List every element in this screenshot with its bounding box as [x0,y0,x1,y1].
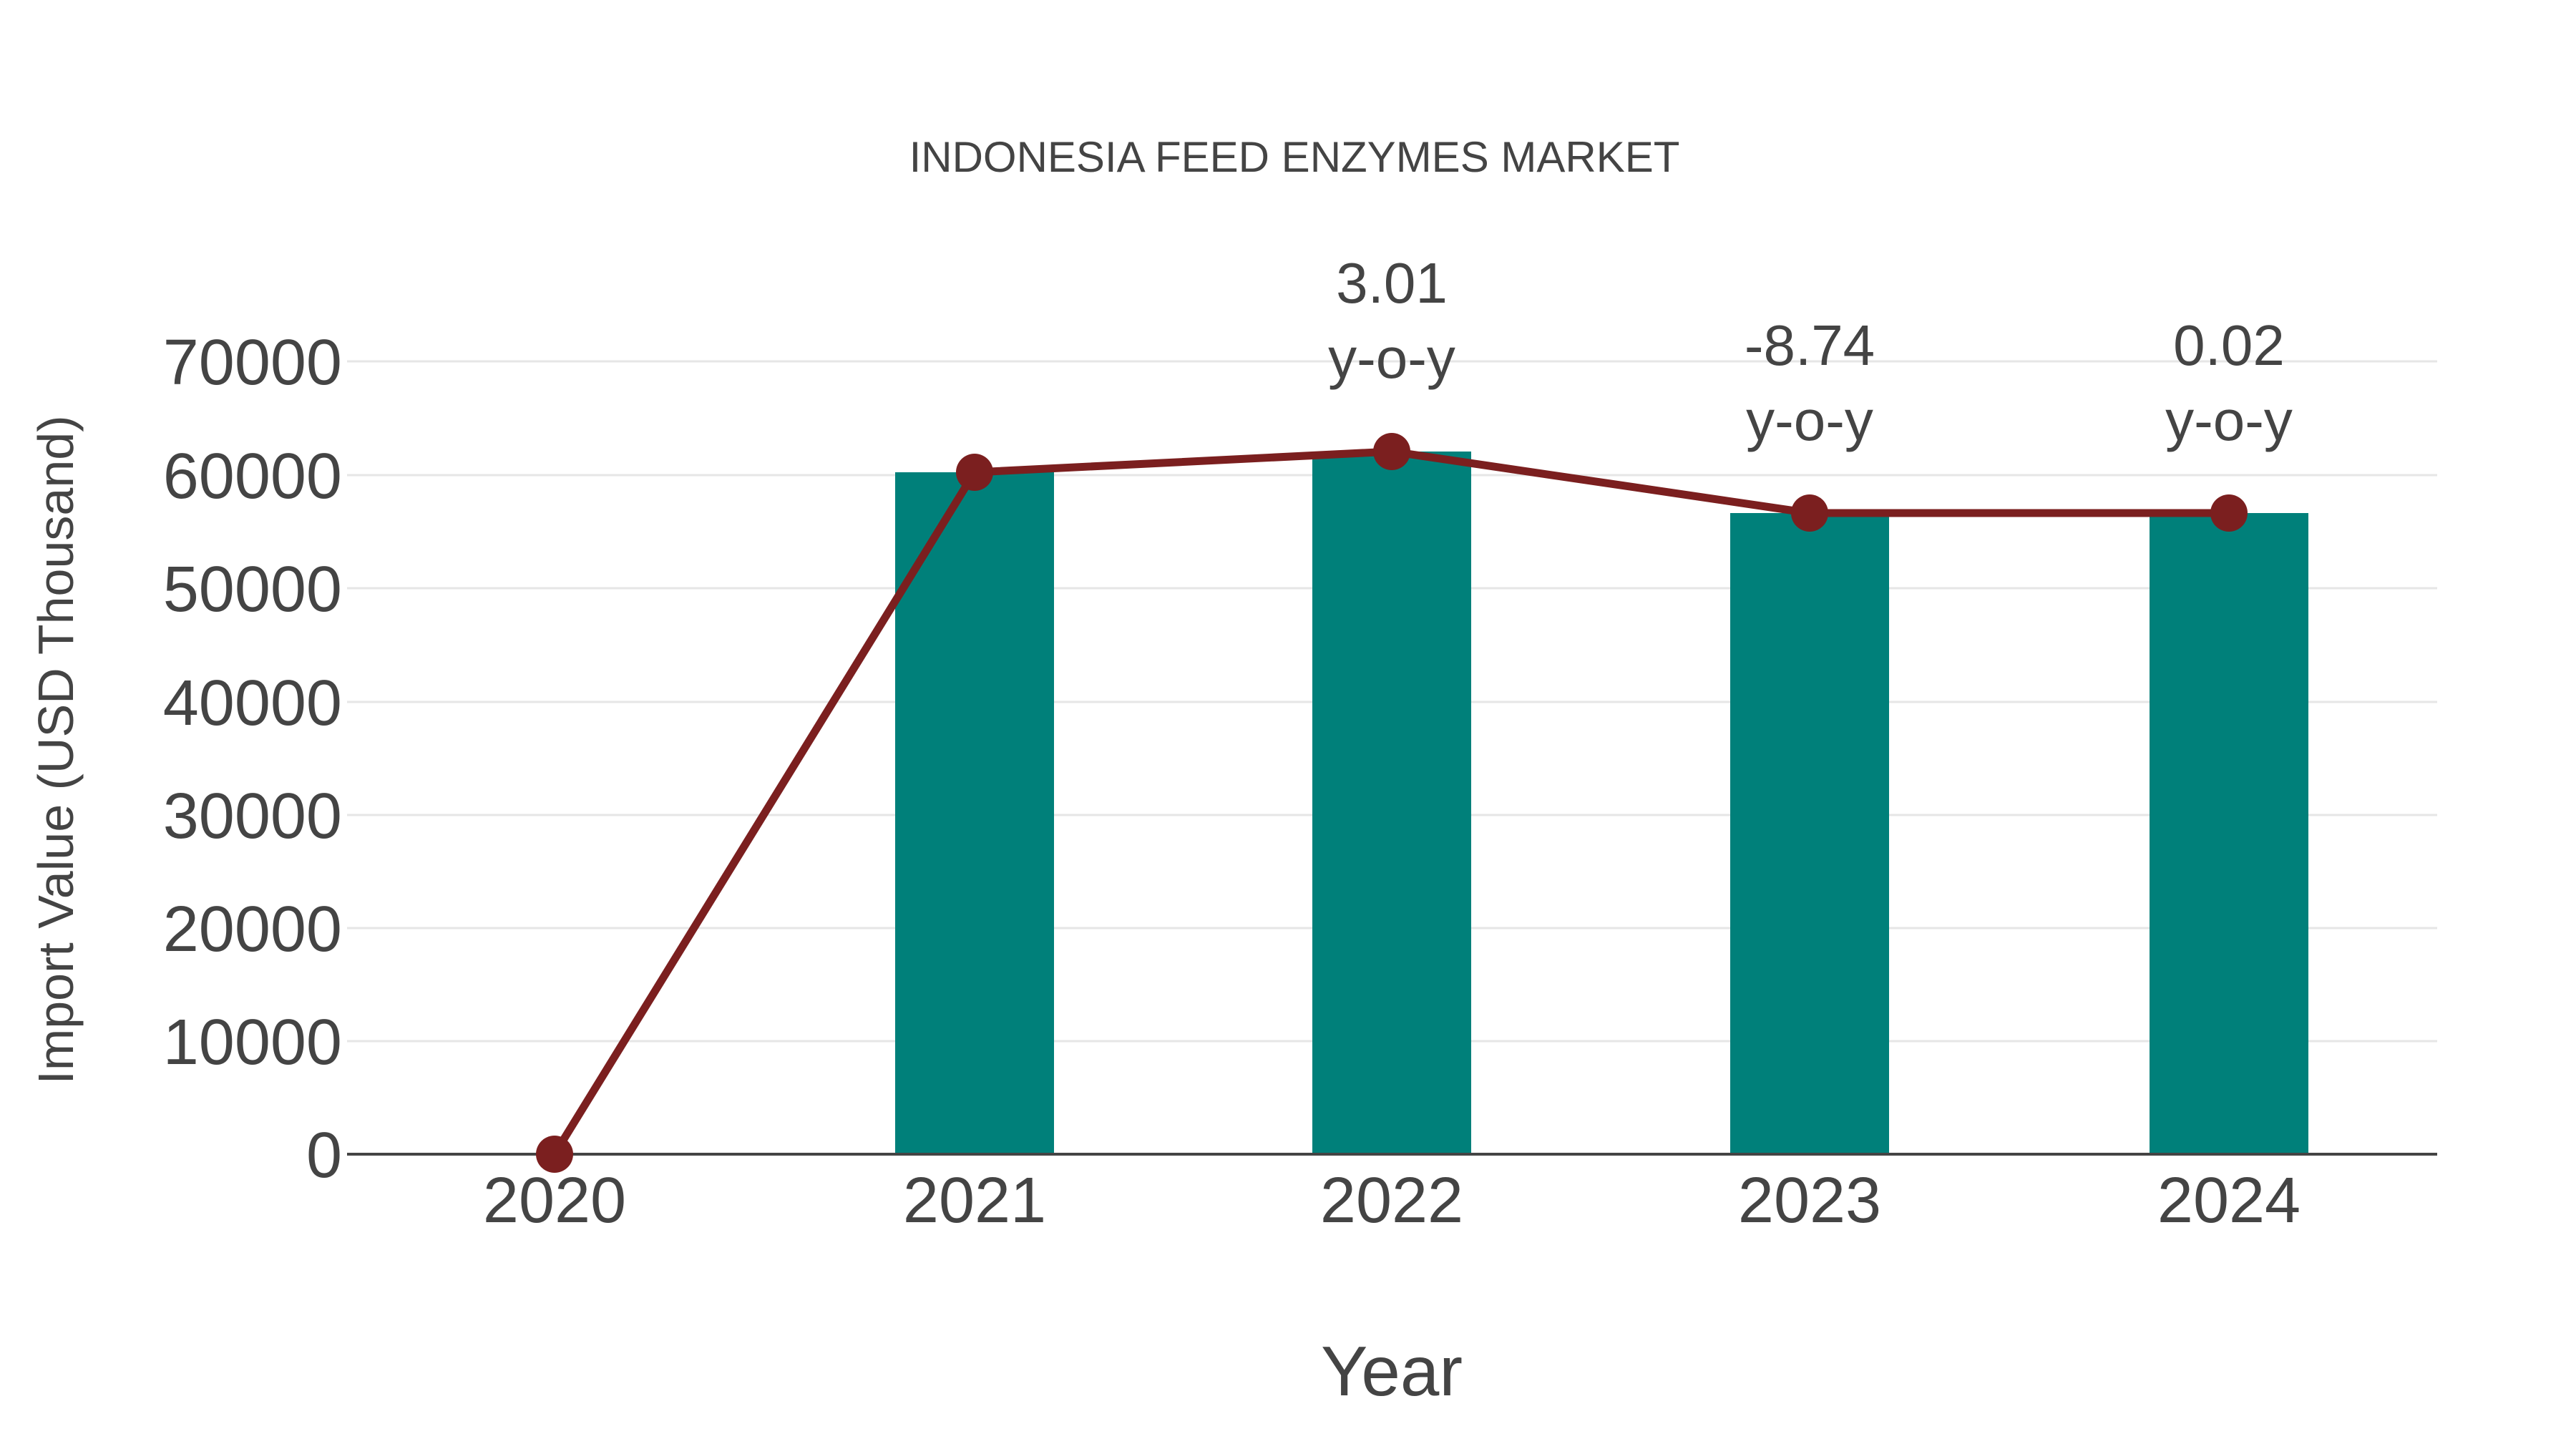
x-tick-2021: 2021 [903,1165,1046,1236]
marker-2022 [1373,433,1410,470]
bars [895,452,2308,1154]
x-axis-ticks: 2020 2021 2022 2023 2024 [483,1165,2301,1236]
y-tick-30000: 30000 [163,781,342,852]
bar-2023 [1730,513,1889,1154]
marker-2023 [1791,494,1828,532]
annotation-2023-suffix: y-o-y [1746,389,1873,452]
y-tick-10000: 10000 [163,1007,342,1078]
y-axis-ticks: 0 10000 20000 30000 40000 50000 60000 70… [163,327,342,1191]
y-tick-50000: 50000 [163,554,342,625]
marker-2021 [956,454,993,491]
x-tick-2020: 2020 [483,1165,626,1236]
x-axis-title: Year [1321,1332,1463,1410]
y-tick-0: 0 [306,1120,342,1191]
y-tick-60000: 60000 [163,441,342,512]
bar-2024 [2150,513,2308,1154]
y-tick-70000: 70000 [163,327,342,399]
chart-title: INDONESIA FEED ENZYMES MARKET [909,133,1680,181]
y-tick-20000: 20000 [163,894,342,965]
annotation-2022-suffix: y-o-y [1328,326,1455,390]
bar-2021 [895,472,1054,1154]
annotation-2023-value: -8.74 [1745,313,1875,377]
annotation-2024-suffix: y-o-y [2165,389,2293,452]
bar-2022 [1312,452,1471,1154]
y-axis-title: Import Value (USD Thousand) [28,415,84,1084]
x-tick-2024: 2024 [2157,1165,2301,1236]
marker-2020 [536,1136,573,1173]
x-tick-2023: 2023 [1738,1165,1881,1236]
y-tick-40000: 40000 [163,668,342,739]
marker-2024 [2210,494,2248,532]
annotation-2024-value: 0.02 [2173,313,2285,377]
x-tick-2022: 2022 [1320,1165,1463,1236]
annotation-2022-value: 3.01 [1336,251,1448,315]
trend-line [536,433,2248,1173]
yoy-annotations: 3.01 y-o-y -8.74 y-o-y 0.02 y-o-y [1328,251,2293,452]
